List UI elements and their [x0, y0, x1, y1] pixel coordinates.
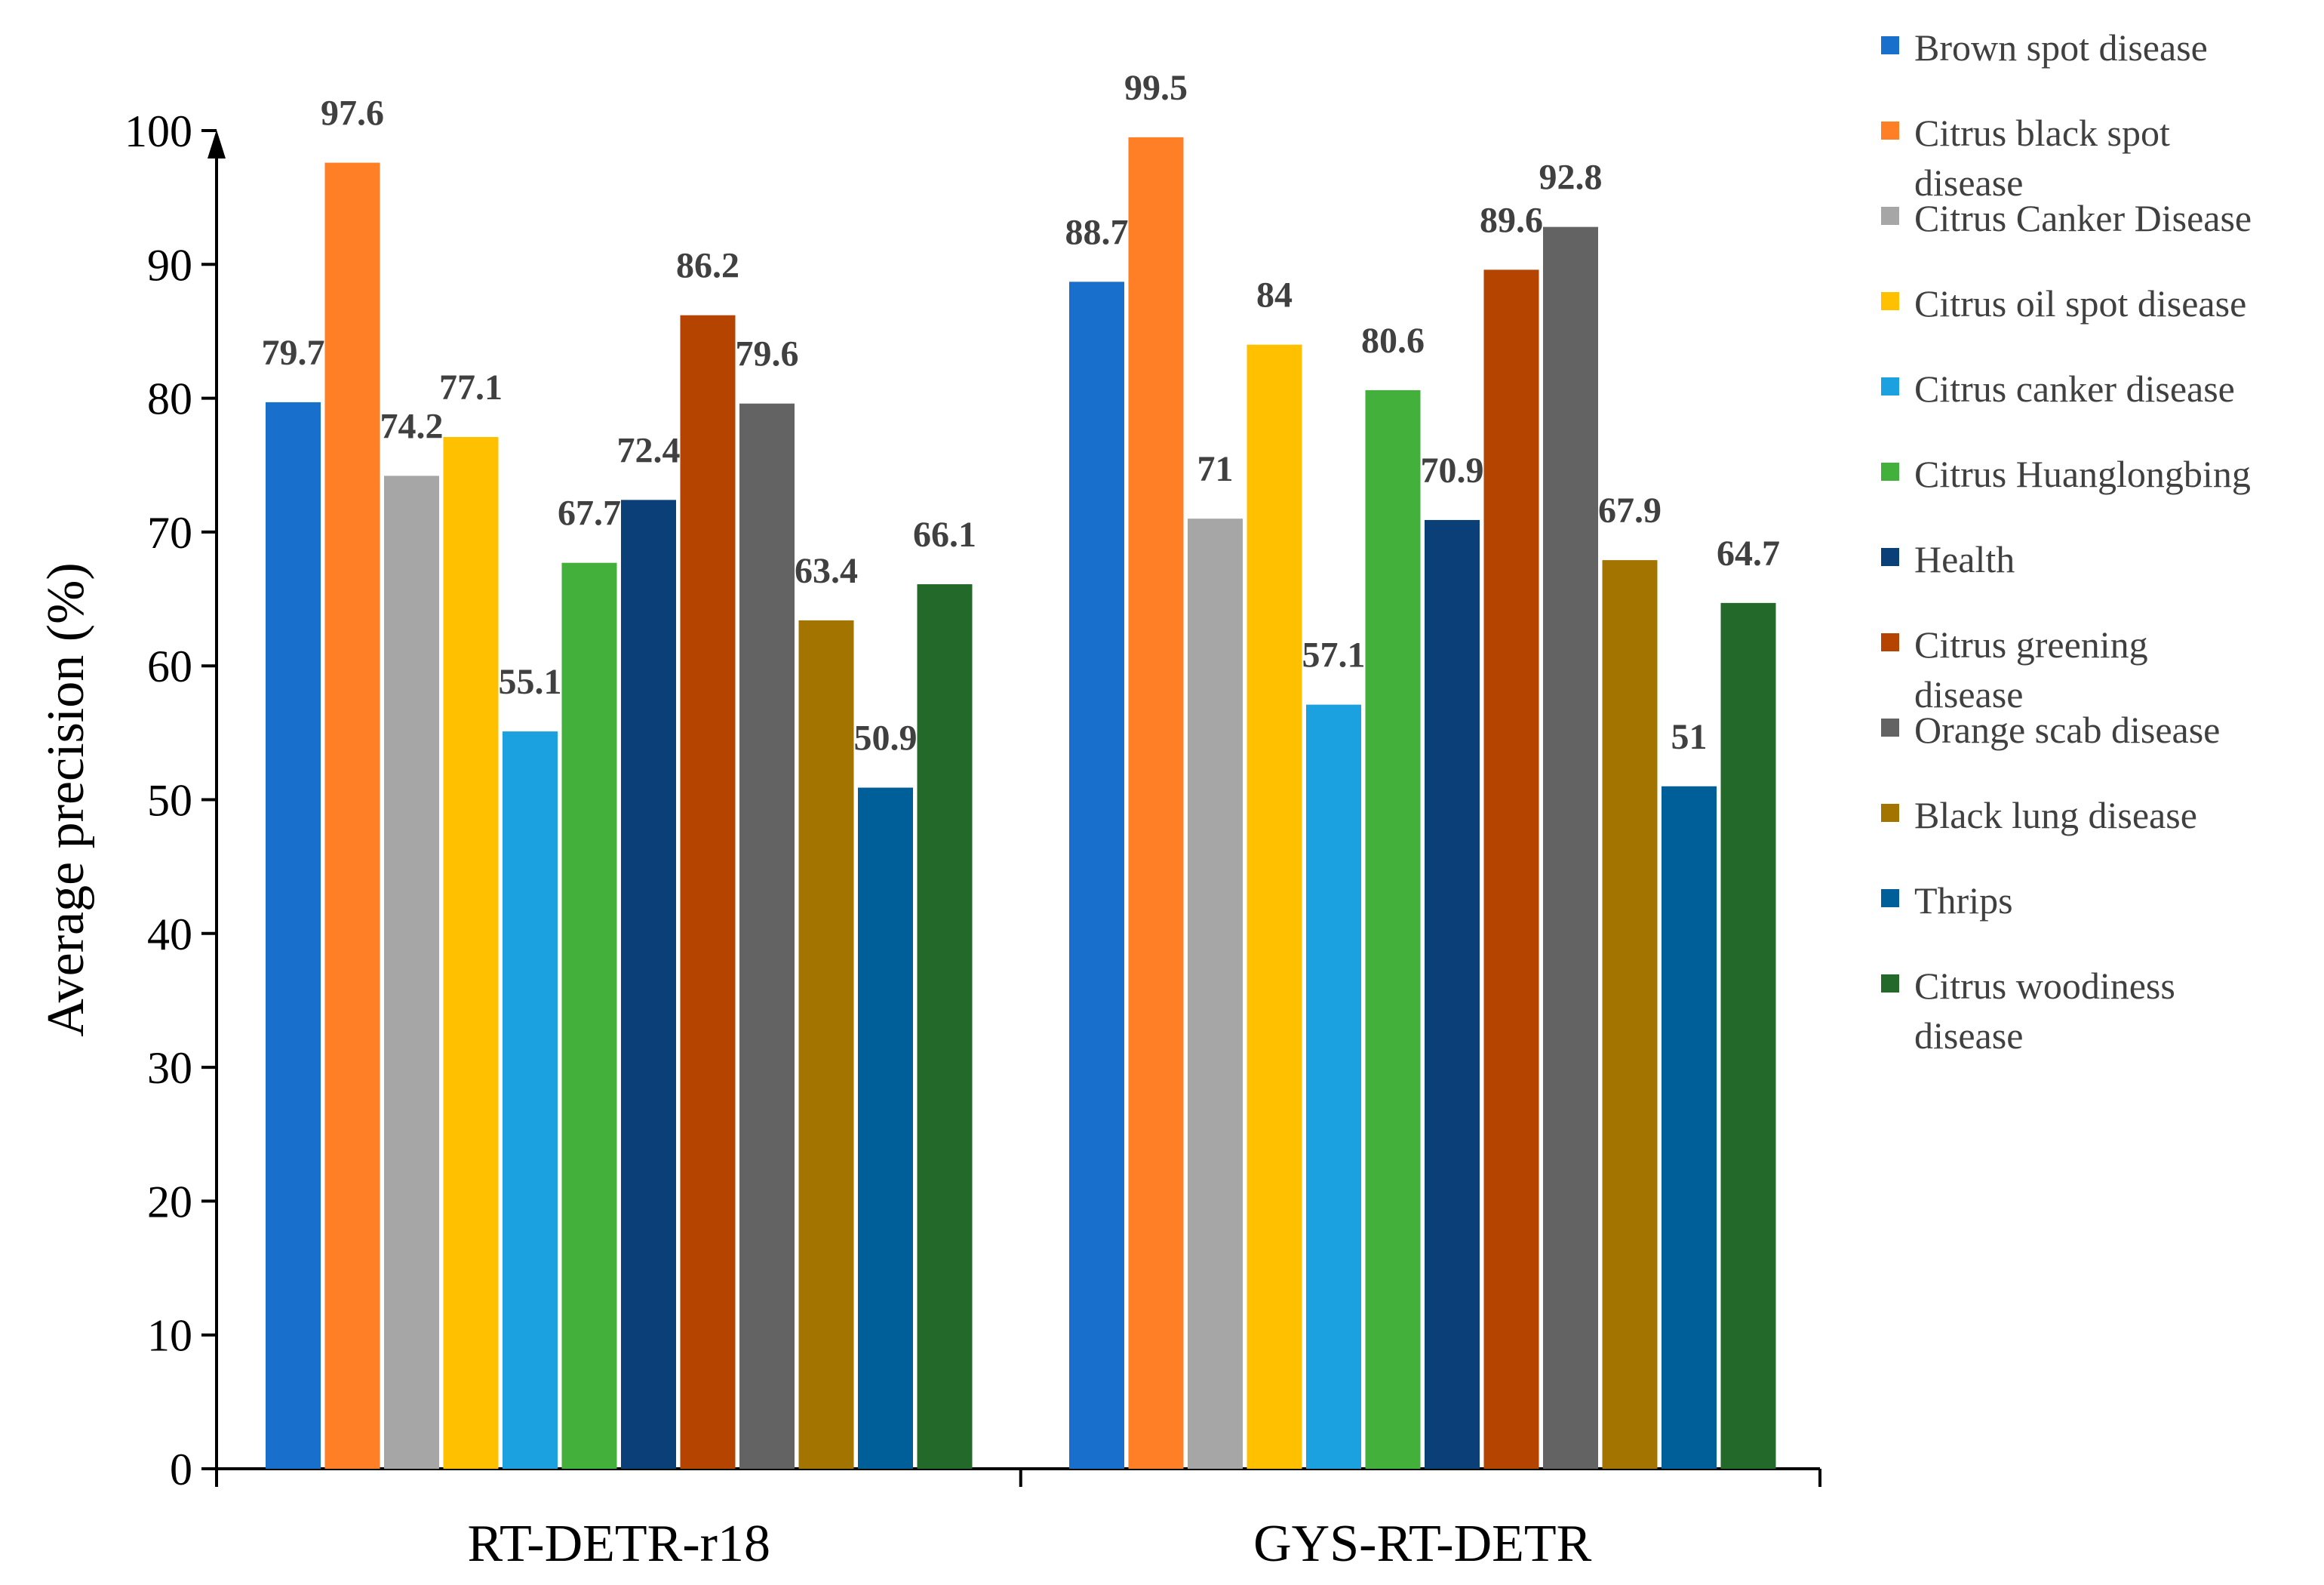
data-label: 92.8 — [1539, 158, 1603, 198]
legend-label: Citrus Huanglongbing — [1914, 453, 2251, 495]
y-tick-label: 30 — [147, 1043, 192, 1093]
legend-label: Citrus woodiness — [1914, 965, 2175, 1007]
y-tick-label: 0 — [170, 1445, 192, 1494]
data-label: 51 — [1671, 717, 1708, 757]
bar — [1247, 344, 1302, 1470]
legend: Brown spot disease Citrus black spot disea… — [1881, 26, 2252, 1057]
data-label: 57.1 — [1302, 636, 1366, 676]
legend-swatch — [1881, 207, 1899, 225]
bar — [503, 731, 558, 1469]
data-label: 67.7 — [558, 494, 621, 534]
data-label: 55.1 — [499, 662, 562, 702]
bar — [1069, 282, 1124, 1469]
bar — [917, 584, 973, 1469]
data-label: 99.5 — [1124, 68, 1188, 108]
legend-label: Citrus Canker Disease — [1914, 197, 2252, 239]
bar — [384, 476, 439, 1469]
legend-label: Citrus canker disease — [1914, 368, 2235, 410]
legend-swatch — [1881, 36, 1899, 54]
legend-swatch — [1881, 122, 1899, 140]
y-axis-arrow-icon — [208, 130, 226, 158]
data-label: 63.4 — [795, 551, 858, 591]
data-label: 71 — [1197, 449, 1234, 489]
legend-label: disease — [1914, 673, 2023, 716]
legend-swatch — [1881, 804, 1899, 822]
legend-label: Citrus black spot — [1914, 112, 2170, 154]
bar — [739, 403, 795, 1469]
bar — [324, 162, 380, 1469]
data-labels-layer: 79.7 88.7 97.6 99.5 74.2 71 77.1 84 55.1 57.1 67.7… — [262, 68, 1781, 759]
bar — [680, 315, 736, 1469]
data-label: 74.2 — [380, 406, 444, 446]
legend-swatch — [1881, 633, 1899, 651]
bar — [1543, 226, 1598, 1469]
data-label: 64.7 — [1717, 534, 1780, 574]
bars-layer — [266, 137, 1776, 1470]
bar — [1128, 137, 1184, 1470]
legend-label: Health — [1914, 538, 2015, 580]
data-label: 67.9 — [1598, 491, 1662, 531]
data-label: 86.2 — [676, 246, 739, 286]
bar — [1483, 269, 1539, 1470]
bar — [798, 620, 854, 1470]
legend-swatch — [1881, 719, 1899, 737]
legend-label: Citrus greening — [1914, 623, 2148, 666]
legend-swatch — [1881, 974, 1899, 993]
y-tick-label: 90 — [147, 240, 192, 290]
data-label: 77.1 — [439, 368, 503, 408]
data-label: 89.6 — [1480, 200, 1543, 240]
y-tick-label: 50 — [147, 776, 192, 826]
data-label: 79.6 — [736, 334, 799, 374]
bar — [621, 500, 676, 1469]
axes-layer: 0 10 20 30 40 50 60 70 80 90 100 Average precision … — [37, 106, 1821, 1573]
legend-swatch — [1881, 292, 1899, 310]
bar — [266, 402, 321, 1470]
legend-swatch — [1881, 377, 1899, 395]
data-label: 72.4 — [617, 430, 681, 470]
legend-label: disease — [1914, 162, 2023, 204]
bar — [1720, 602, 1776, 1469]
x-category-label: GYS-RT-DETR — [1253, 1515, 1592, 1573]
y-tick-label: 100 — [124, 106, 192, 156]
legend-swatch — [1881, 548, 1899, 566]
y-tick-label: 60 — [147, 642, 192, 691]
data-label: 79.7 — [262, 333, 325, 373]
data-label: 70.9 — [1421, 451, 1484, 491]
legend-label: Thrips — [1914, 879, 2013, 922]
bar — [561, 562, 617, 1470]
y-axis-title: Average precision (%) — [37, 562, 95, 1036]
data-label: 84 — [1256, 275, 1293, 315]
legend-label: Black lung disease — [1914, 794, 2197, 836]
data-label: 97.6 — [321, 94, 384, 134]
x-category-label: RT-DETR-r18 — [467, 1515, 770, 1573]
y-tick-label: 40 — [147, 909, 192, 959]
legend-label: Citrus oil spot disease — [1914, 282, 2246, 325]
y-tick-label: 20 — [147, 1177, 192, 1226]
legend-label: Orange scab disease — [1914, 709, 2220, 751]
bar — [858, 787, 913, 1469]
data-label: 50.9 — [854, 719, 918, 759]
y-tick-label: 10 — [147, 1311, 192, 1361]
legend-label: disease — [1914, 1014, 2023, 1057]
data-label: 66.1 — [913, 515, 976, 555]
bar — [1662, 786, 1717, 1469]
legend-swatch — [1881, 889, 1899, 907]
bar — [1365, 389, 1421, 1470]
bar — [1602, 560, 1658, 1469]
data-label: 80.6 — [1361, 321, 1425, 361]
legend-swatch — [1881, 463, 1899, 481]
legend-label: Brown spot disease — [1914, 26, 2208, 69]
bar — [443, 437, 499, 1469]
bar — [1188, 519, 1243, 1470]
y-tick-label: 80 — [147, 374, 192, 424]
bar — [1306, 704, 1361, 1469]
bar — [1425, 519, 1480, 1469]
y-tick-label: 70 — [147, 508, 192, 558]
data-label: 88.7 — [1065, 212, 1129, 252]
